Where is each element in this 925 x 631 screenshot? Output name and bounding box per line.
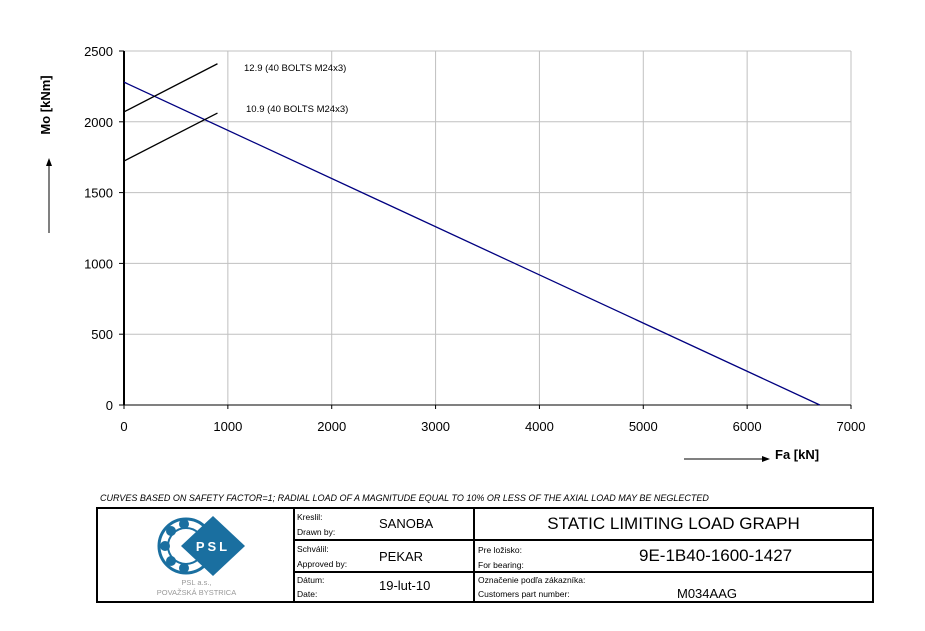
bearing-value: 9E-1B40-1600-1427	[639, 546, 793, 565]
x-tick-label: 3000	[421, 419, 450, 434]
bearing-cell: Pre ložisko: For bearing: 9E-1B40-1600-14…	[475, 541, 872, 573]
series-line-1	[123, 63, 218, 113]
approved-by-value: PEKAR	[379, 549, 424, 564]
part-number-cell: Označenie podľa zákazníka: Customers part…	[478, 575, 737, 601]
company-name: PSL a.s.,	[181, 578, 212, 587]
series-line-0	[123, 81, 821, 406]
x-tick-label: 0	[120, 419, 127, 434]
date-cell: Dátum: Date: 19-lut-10	[295, 573, 475, 601]
company-city: POVAŽSKÁ BYSTRICA	[156, 588, 237, 597]
x-tick-label: 6000	[733, 419, 762, 434]
x-tick-label: 1000	[213, 419, 242, 434]
approved-by-cell: Schválil: Approved by: PEKAR	[295, 541, 475, 573]
x-tick-label: 5000	[629, 419, 658, 434]
x-tick-label: 7000	[837, 419, 866, 434]
title-block: PSL PSL a.s., POVAŽSKÁ BYSTRICA Kreslil:…	[96, 507, 874, 603]
part-number-value: M034AAG	[677, 586, 737, 601]
footnote: CURVES BASED ON SAFETY FACTOR=1; RADIAL …	[100, 493, 709, 503]
psl-logo: PSL	[157, 516, 245, 576]
x-tick-label: 4000	[525, 419, 554, 434]
x-tick-label: 2000	[317, 419, 346, 434]
y-tick-label: 1500	[84, 186, 113, 201]
y-tick-label: 2000	[84, 115, 113, 130]
drawn-by-value: SANOBA	[379, 516, 434, 531]
annotation-12-9: 12.9 (40 BOLTS M24x3)	[244, 63, 346, 74]
graph-title: STATIC LIMITING LOAD GRAPH	[475, 509, 872, 541]
y-arrowhead-icon	[46, 158, 52, 166]
series-line-2	[123, 112, 218, 162]
x-arrowhead-icon	[762, 456, 770, 462]
date-value: 19-lut-10	[379, 578, 431, 593]
y-tick-label: 0	[106, 398, 113, 413]
x-axis-label: Fa [kN]	[775, 447, 819, 462]
y-axis-label: Mo [kNm]	[38, 75, 53, 134]
y-tick-label: 1000	[84, 256, 113, 271]
svg-text:PSL: PSL	[196, 539, 230, 554]
load-chart: 0 1000 2000 3000 4000 5000 6000 7000 0 500 1000 150…	[38, 44, 866, 462]
drawn-by-cell: Kreslil: Drawn by: SANOBA	[295, 509, 475, 541]
y-tick-label: 2500	[84, 44, 113, 59]
annotation-10-9: 10.9 (40 BOLTS M24x3)	[246, 104, 348, 115]
logo-cell: PSL PSL a.s., POVAŽSKÁ BYSTRICA	[98, 509, 295, 601]
y-tick-label: 500	[91, 327, 113, 342]
